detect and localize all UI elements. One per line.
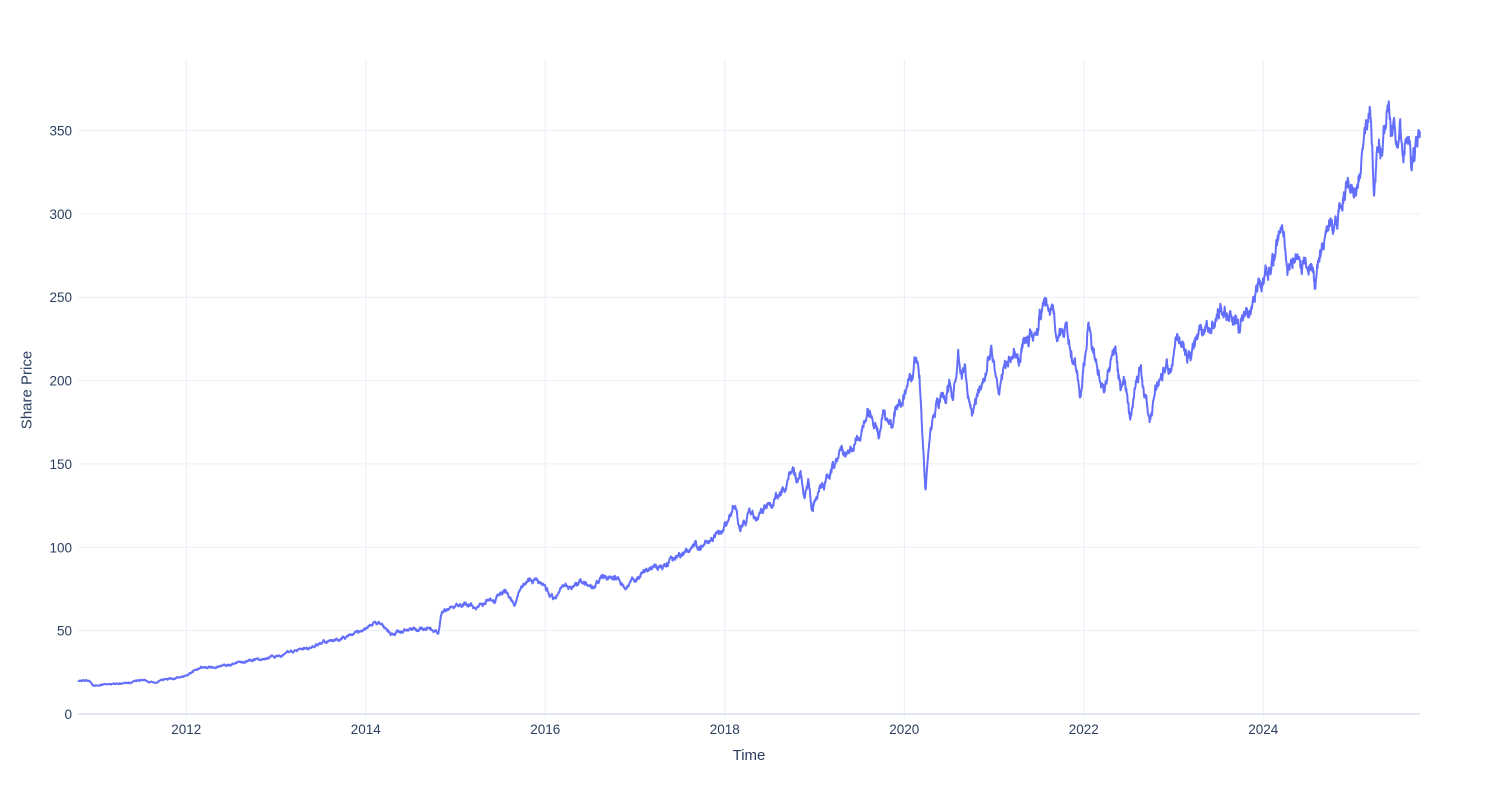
y-tick-label: 0 bbox=[64, 707, 72, 722]
y-tick-label: 150 bbox=[49, 457, 72, 472]
y-tick-label: 100 bbox=[49, 540, 72, 555]
x-tick-label: 2024 bbox=[1248, 722, 1279, 737]
y-tick-label: 300 bbox=[49, 207, 72, 222]
x-tick-label: 2020 bbox=[889, 722, 919, 737]
y-tick-label: 350 bbox=[49, 124, 72, 139]
tick-labels: 2012 2014 2016 2018 2020 2022 2024 0 50 100 150 200… bbox=[49, 124, 1278, 738]
y-tick-label: 200 bbox=[49, 374, 72, 389]
y-tick-label: 250 bbox=[49, 290, 72, 305]
x-tick-label: 2014 bbox=[351, 722, 382, 737]
x-tick-label: 2016 bbox=[530, 722, 560, 737]
share-price-line[interactable] bbox=[77, 100, 1421, 687]
x-tick-label: 2012 bbox=[171, 722, 201, 737]
y-axis-title: Share Price bbox=[18, 350, 36, 430]
x-axis-title: Time bbox=[732, 747, 766, 764]
gridlines bbox=[78, 60, 1420, 719]
x-tick-label: 2018 bbox=[710, 722, 740, 737]
x-tick-label: 2022 bbox=[1069, 722, 1099, 737]
y-tick-label: 50 bbox=[57, 624, 72, 639]
